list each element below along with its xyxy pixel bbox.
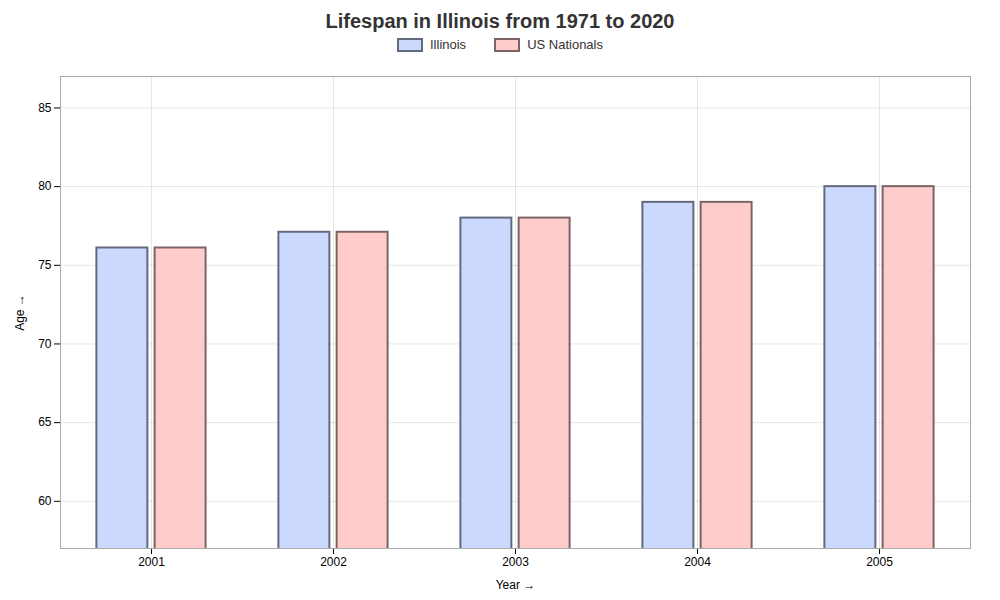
svg-text:75: 75 [38,258,52,272]
html-text:US Nationals: US Nationals [527,37,603,52]
svg-text:2004: 2004 [684,555,711,569]
svg-text:2002: 2002 [320,555,347,569]
svg-text:2005: 2005 [866,555,893,569]
svg-text:Year →: Year → [496,578,536,592]
html-text:Lifespan in Illinois from 1971: Lifespan in Illinois from 1971 to 2020 [325,10,675,32]
svg-text:85: 85 [38,101,52,115]
svg-text:80: 80 [38,179,52,193]
svg-text:Age →: Age → [13,294,27,331]
svg-text:60: 60 [38,494,52,508]
html-text:Illinois: Illinois [430,37,467,52]
svg-text:65: 65 [38,415,52,429]
svg-text:2003: 2003 [502,555,529,569]
svg-text:2001: 2001 [138,555,165,569]
svg-text:70: 70 [38,337,52,351]
